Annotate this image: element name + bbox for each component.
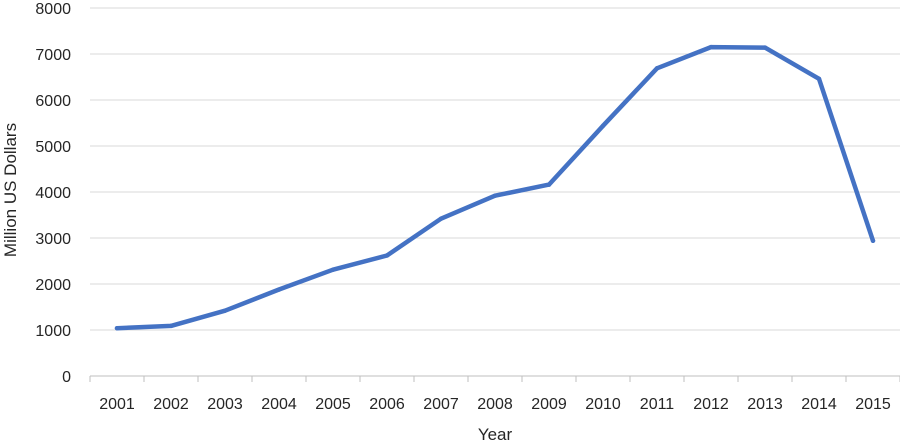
data-point: [600, 123, 606, 128]
y-tick-label: 7000: [35, 47, 71, 64]
data-point: [816, 76, 822, 82]
y-tick-label: 3000: [35, 231, 71, 248]
y-tick-label: 0: [62, 369, 71, 386]
series-group: [114, 44, 876, 331]
x-tick-label: 2014: [801, 396, 837, 413]
x-tick-label: 2006: [369, 396, 405, 413]
x-tick-label: 2015: [855, 396, 891, 413]
y-tick-label: 8000: [35, 1, 71, 18]
data-point: [222, 308, 228, 313]
x-tick-label: 2013: [747, 396, 783, 413]
y-axis-title: Million US Dollars: [1, 123, 20, 257]
y-axis-tick-labels: 0 1000 2000 3000 4000 5000 6000 7000 8000: [35, 1, 71, 386]
series-line: [114, 44, 876, 331]
y-tick-label: 5000: [35, 139, 71, 156]
gridlines: [90, 7, 900, 331]
x-tick-label: 2002: [153, 396, 189, 413]
x-tick-label: 2001: [99, 396, 135, 413]
data-point: [384, 253, 390, 258]
data-point: [114, 325, 120, 331]
data-point: [168, 323, 174, 329]
data-point: [276, 287, 282, 292]
data-point: [708, 44, 714, 50]
x-tick-label: 2003: [207, 396, 243, 413]
data-point: [654, 66, 660, 71]
y-tick-label: 1000: [35, 323, 71, 340]
data-point: [438, 216, 444, 221]
x-axis: [89, 375, 900, 382]
data-point: [546, 182, 552, 187]
data-point: [870, 238, 876, 243]
y-tick-label: 4000: [35, 185, 71, 202]
y-tick-label: 6000: [35, 93, 71, 110]
data-point: [330, 267, 336, 272]
x-tick-label: 2009: [531, 396, 567, 413]
data-point: [492, 193, 498, 198]
x-tick-label: 2005: [315, 396, 351, 413]
x-tick-label: 2012: [693, 396, 729, 413]
x-tick-label: 2010: [585, 396, 621, 413]
x-tick-label: 2007: [423, 396, 459, 413]
x-axis-tick-labels: 2001 2002 2003 2004 2005 2006 2007 2008 2009 2010…: [99, 396, 891, 413]
x-tick-label: 2004: [261, 396, 297, 413]
x-tick-label: 2008: [477, 396, 513, 413]
y-tick-label: 2000: [35, 277, 71, 294]
data-point: [762, 45, 768, 50]
x-tick-label: 2011: [640, 396, 675, 413]
x-axis-title: Year: [478, 425, 513, 443]
